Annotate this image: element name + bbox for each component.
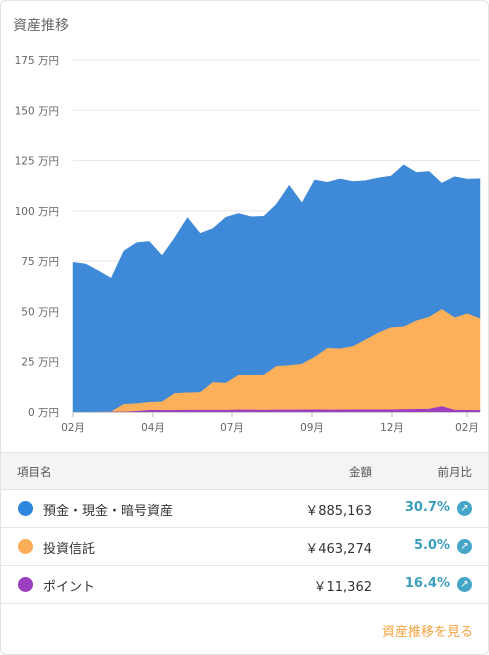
card-title: 資産推移 xyxy=(13,18,69,34)
row-change: 5.0% xyxy=(413,538,450,553)
x-tick-label: 04月 xyxy=(141,422,165,434)
row-change: 30.7% xyxy=(404,500,450,515)
row-label: ポイント xyxy=(43,580,96,595)
arrow-up-right-icon[interactable]: ↗ xyxy=(457,501,472,516)
arrow-up-right-icon[interactable]: ↗ xyxy=(457,539,472,554)
x-tick-label: 02月 xyxy=(455,422,479,434)
row-amount: ￥463,274 xyxy=(305,542,372,557)
table-row[interactable]: 投資信託 ￥463,274 5.0% ↗ xyxy=(1,528,488,566)
legend-dot xyxy=(18,501,33,516)
row-change: 16.4% xyxy=(404,576,450,591)
row-label: 預金・現金・暗号資産 xyxy=(43,504,174,519)
header-name: 項目名 xyxy=(17,465,52,479)
table-header: 項目名 金額 前月比 xyxy=(1,452,488,490)
legend-dot xyxy=(18,577,33,592)
y-tick-label: 100 万円 xyxy=(15,206,59,218)
y-tick-label: 125 万円 xyxy=(15,156,59,168)
area-series-3 xyxy=(72,164,481,413)
view-asset-history-link[interactable]: 資産推移を見る xyxy=(381,625,473,640)
x-tick-label: 07月 xyxy=(220,422,244,434)
y-tick-label: 75 万円 xyxy=(21,256,59,268)
y-tick-label: 175 万円 xyxy=(15,55,59,67)
y-tick-label: 50 万円 xyxy=(21,306,59,318)
legend-dot xyxy=(18,539,33,554)
arrow-up-right-icon[interactable]: ↗ xyxy=(457,577,472,592)
y-tick-label: 25 万円 xyxy=(21,357,59,369)
header-change: 前月比 xyxy=(437,465,473,479)
x-tick-label: 09月 xyxy=(300,422,324,434)
asset-history-chart: 175 万円 150 万円 125 万円 100 万円 75 万円 50 万円 25 万円 0… xyxy=(15,55,481,434)
row-label: 投資信託 xyxy=(43,542,96,557)
header-amount: 金額 xyxy=(349,465,372,479)
y-tick-label: 150 万円 xyxy=(15,105,59,117)
x-tick-label: 12月 xyxy=(380,422,404,434)
table-row[interactable]: 預金・現金・暗号資産 ￥885,163 30.7% ↗ xyxy=(1,490,488,528)
x-tick-label: 02月 xyxy=(61,422,85,434)
y-tick-label: 0 万円 xyxy=(28,407,59,419)
asset-table: 項目名 金額 前月比 預金・現金・暗号資産 ￥885,163 30.7% ↗ 投資信託 ￥… xyxy=(1,452,488,604)
table-row[interactable]: ポイント ￥11,362 16.4% ↗ xyxy=(1,566,488,604)
row-amount: ￥885,163 xyxy=(305,504,372,519)
row-amount: ￥11,362 xyxy=(313,580,373,595)
